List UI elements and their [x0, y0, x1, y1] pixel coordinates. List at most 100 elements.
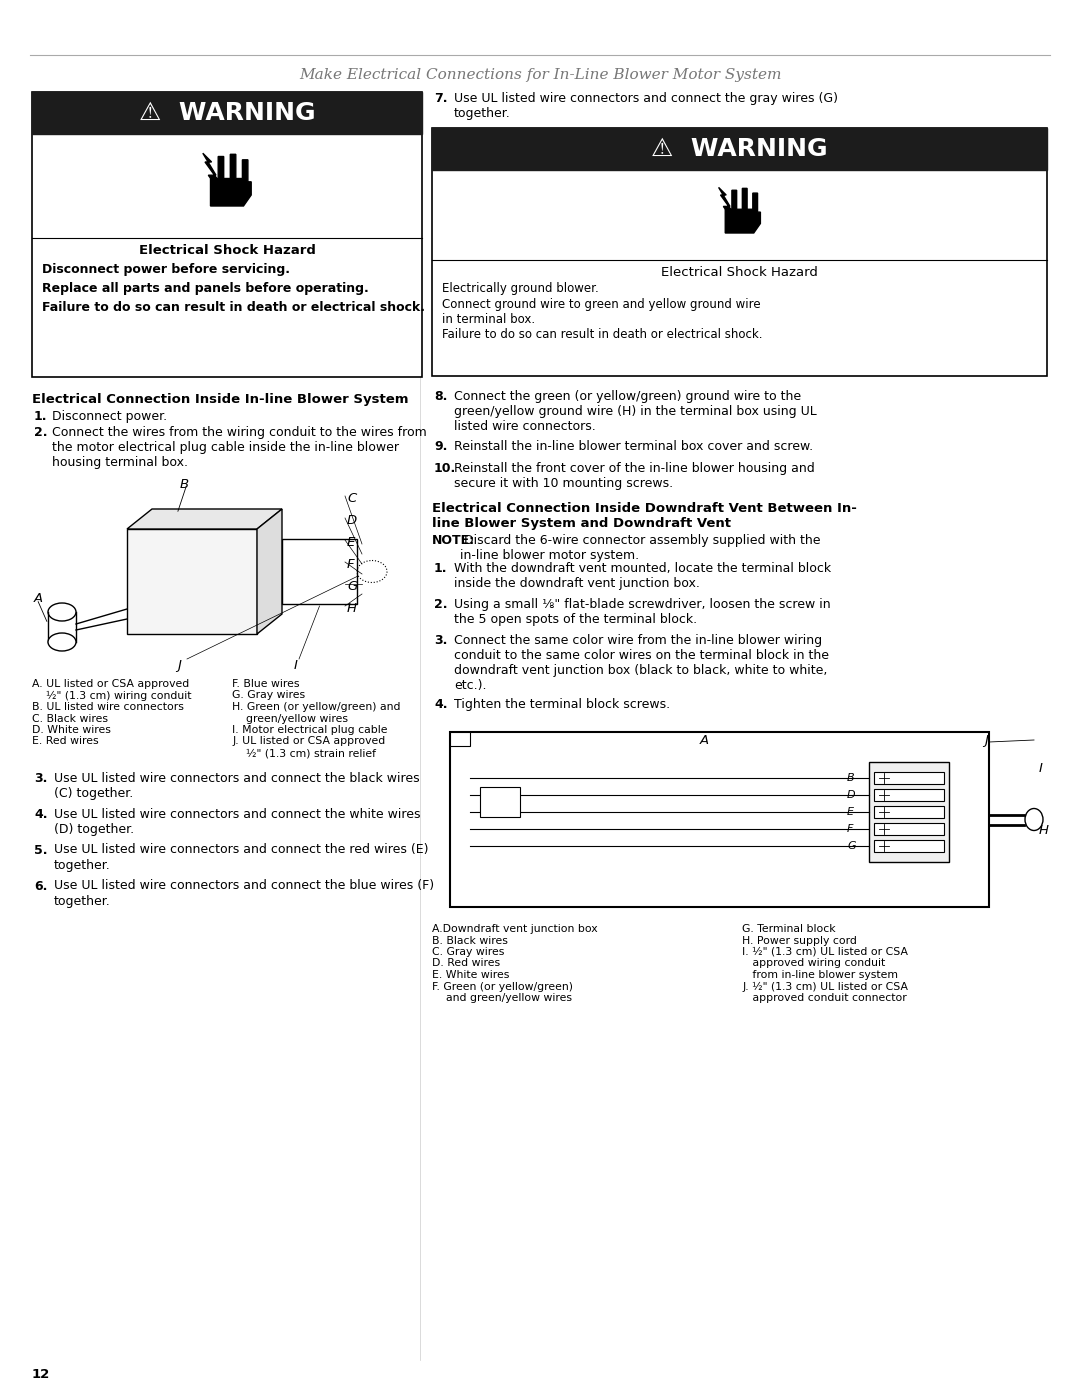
Text: A.Downdraft vent junction box: A.Downdraft vent junction box — [432, 923, 597, 935]
Text: C. Black wires: C. Black wires — [32, 714, 108, 724]
Text: 6.: 6. — [33, 880, 48, 893]
Text: Reinstall the front cover of the in-line blower housing and
secure it with 10 mo: Reinstall the front cover of the in-line… — [454, 462, 814, 490]
Text: J. ½" (1.3 cm) UL listed or CSA: J. ½" (1.3 cm) UL listed or CSA — [742, 982, 908, 992]
Bar — [874, 840, 944, 852]
Text: Use UL listed wire connectors and connect the gray wires (G)
together.: Use UL listed wire connectors and connec… — [454, 92, 838, 120]
Text: J: J — [177, 659, 180, 672]
Text: G: G — [347, 580, 357, 592]
Text: H. Power supply cord: H. Power supply cord — [742, 936, 856, 946]
Bar — [432, 129, 1047, 170]
Polygon shape — [718, 187, 735, 224]
Text: C. Gray wires: C. Gray wires — [432, 947, 504, 957]
Text: Use UL listed wire connectors and connect the black wires
(C) together.: Use UL listed wire connectors and connec… — [54, 771, 420, 799]
Text: D: D — [347, 514, 357, 527]
Text: 2.: 2. — [434, 598, 447, 610]
Text: J. UL listed or CSA approved: J. UL listed or CSA approved — [232, 736, 386, 746]
Text: Make Electrical Connections for In-Line Blower Motor System: Make Electrical Connections for In-Line … — [299, 68, 781, 82]
Text: G: G — [847, 841, 855, 851]
Text: 2.: 2. — [33, 426, 48, 439]
Text: ½" (1.3 cm) wiring conduit: ½" (1.3 cm) wiring conduit — [32, 690, 191, 700]
Text: J: J — [984, 733, 988, 747]
Text: F: F — [847, 824, 853, 834]
Text: B: B — [180, 478, 189, 490]
Ellipse shape — [48, 633, 76, 651]
Text: E: E — [347, 536, 355, 549]
Bar — [480, 787, 519, 817]
Polygon shape — [257, 509, 282, 634]
Text: F. Green (or yellow/green): F. Green (or yellow/green) — [432, 982, 573, 992]
Text: F: F — [347, 557, 354, 571]
Text: Connect the same color wire from the in-line blower wiring
conduit to the same c: Connect the same color wire from the in-… — [454, 634, 829, 692]
Text: G. Gray wires: G. Gray wires — [232, 690, 306, 700]
Text: 3.: 3. — [33, 771, 48, 785]
Text: Connect the green (or yellow/green) ground wire to the
green/yellow ground wire : Connect the green (or yellow/green) grou… — [454, 390, 816, 433]
Text: A: A — [700, 733, 708, 747]
Text: A. UL listed or CSA approved: A. UL listed or CSA approved — [32, 679, 189, 689]
Text: B. UL listed wire connectors: B. UL listed wire connectors — [32, 703, 184, 712]
Bar — [32, 92, 422, 377]
Text: ⚠  WARNING: ⚠ WARNING — [651, 137, 827, 161]
Text: E. White wires: E. White wires — [432, 970, 510, 981]
Text: 3.: 3. — [434, 634, 447, 647]
Text: G. Terminal block: G. Terminal block — [742, 923, 836, 935]
Text: B: B — [847, 773, 854, 782]
Text: Tighten the terminal block screws.: Tighten the terminal block screws. — [454, 698, 670, 711]
Text: I: I — [1039, 761, 1043, 775]
Text: approved wiring conduit: approved wiring conduit — [742, 958, 886, 968]
Text: H. Green (or yellow/green) and: H. Green (or yellow/green) and — [232, 703, 401, 712]
Text: Connect the wires from the wiring conduit to the wires from
the motor electrical: Connect the wires from the wiring condui… — [52, 426, 427, 469]
Text: 1.: 1. — [434, 562, 447, 576]
Text: Discard the 6-wire connector assembly supplied with the
in-line blower motor sys: Discard the 6-wire connector assembly su… — [459, 534, 820, 562]
Bar — [127, 529, 257, 634]
Text: Use UL listed wire connectors and connect the white wires
(D) together.: Use UL listed wire connectors and connec… — [54, 807, 420, 835]
Text: Electrically ground blower.: Electrically ground blower. — [442, 282, 598, 295]
Text: 5.: 5. — [33, 844, 48, 856]
Bar — [32, 92, 422, 134]
Text: F. Blue wires: F. Blue wires — [232, 679, 299, 689]
Bar — [874, 806, 944, 819]
Text: 10.: 10. — [434, 462, 456, 475]
Text: green/yellow wires: green/yellow wires — [232, 714, 348, 724]
Text: 1.: 1. — [33, 409, 48, 423]
Text: Use UL listed wire connectors and connect the red wires (E)
together.: Use UL listed wire connectors and connec… — [54, 844, 429, 872]
Text: H: H — [347, 602, 357, 615]
Text: 7.: 7. — [434, 92, 447, 105]
Text: Failure to do so can result in death or electrical shock.: Failure to do so can result in death or … — [442, 328, 762, 341]
Bar — [450, 732, 989, 907]
Text: E: E — [847, 807, 854, 817]
Text: Disconnect power before servicing.: Disconnect power before servicing. — [42, 263, 291, 277]
Text: Use UL listed wire connectors and connect the blue wires (F)
together.: Use UL listed wire connectors and connec… — [54, 880, 434, 908]
Text: 9.: 9. — [434, 440, 447, 453]
Text: E. Red wires: E. Red wires — [32, 736, 98, 746]
Text: Reinstall the in-line blower terminal box cover and screw.: Reinstall the in-line blower terminal bo… — [454, 440, 813, 453]
Text: Connect ground wire to green and yellow ground wire
in terminal box.: Connect ground wire to green and yellow … — [442, 298, 760, 326]
Text: B. Black wires: B. Black wires — [432, 936, 508, 946]
Text: Disconnect power.: Disconnect power. — [52, 409, 167, 423]
Polygon shape — [127, 509, 282, 529]
Bar — [432, 129, 1047, 376]
Text: 12: 12 — [32, 1368, 51, 1382]
Text: ⚠  WARNING: ⚠ WARNING — [138, 101, 315, 124]
Text: NOTE:: NOTE: — [432, 534, 475, 548]
Text: ½" (1.3 cm) strain relief: ½" (1.3 cm) strain relief — [232, 747, 376, 759]
Text: Failure to do so can result in death or electrical shock.: Failure to do so can result in death or … — [42, 300, 426, 314]
Text: Electrical Connection Inside Downdraft Vent Between In-
line Blower System and D: Electrical Connection Inside Downdraft V… — [432, 502, 856, 529]
Bar — [869, 761, 949, 862]
Text: Electrical Shock Hazard: Electrical Shock Hazard — [661, 265, 818, 279]
Text: I: I — [294, 659, 298, 672]
Text: 4.: 4. — [33, 807, 48, 820]
Bar — [450, 732, 470, 746]
Text: Electrical Shock Hazard: Electrical Shock Hazard — [138, 244, 315, 257]
Text: I. ½" (1.3 cm) UL listed or CSA: I. ½" (1.3 cm) UL listed or CSA — [742, 947, 908, 957]
Text: 8.: 8. — [434, 390, 447, 402]
Text: I. Motor electrical plug cable: I. Motor electrical plug cable — [232, 725, 388, 735]
Text: D: D — [847, 789, 855, 800]
Text: from in-line blower system: from in-line blower system — [742, 970, 897, 981]
Polygon shape — [726, 189, 760, 233]
Polygon shape — [203, 154, 222, 196]
Text: Replace all parts and panels before operating.: Replace all parts and panels before oper… — [42, 282, 368, 295]
Ellipse shape — [1025, 809, 1043, 830]
Bar — [282, 539, 357, 604]
Bar — [874, 823, 944, 835]
Bar — [874, 789, 944, 800]
